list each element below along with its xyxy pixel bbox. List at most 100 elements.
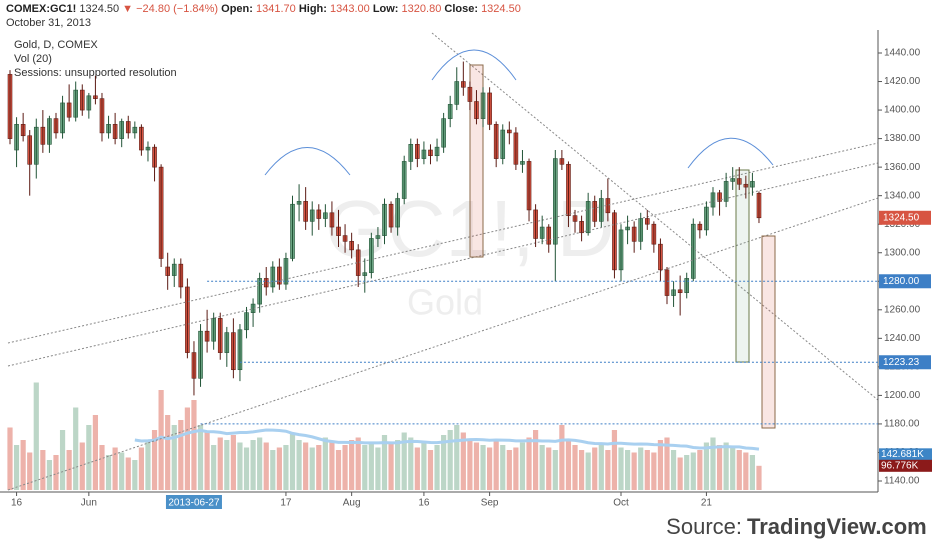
volume-bar <box>749 455 756 490</box>
price-label: 1324.50 <box>883 212 920 223</box>
volume-bar <box>526 437 532 490</box>
x-tick-label: 16 <box>11 498 23 509</box>
header: COMEX:GC1! 1324.50 ▼ −24.80 (−1.84%) Ope… <box>6 2 521 30</box>
volume-bar <box>644 450 650 490</box>
x-tick-label: Jun <box>81 498 97 509</box>
volume-bar <box>533 430 539 490</box>
y-tick-label: 1140.00 <box>884 476 920 487</box>
volume-bar <box>276 447 282 490</box>
volume-bar <box>158 390 164 490</box>
volume-bar <box>73 407 79 490</box>
volume-bar <box>165 415 171 490</box>
volume-bar <box>27 452 33 490</box>
y-tick-label: 1440.00 <box>884 48 921 59</box>
volume-bar <box>322 437 328 490</box>
volume-bar <box>119 452 125 490</box>
volume-bar <box>434 445 440 490</box>
volume-bar <box>99 445 105 490</box>
volume-bar <box>184 407 190 490</box>
volume-bar <box>362 445 368 490</box>
trend-line <box>431 32 878 401</box>
volume-bar <box>697 450 703 490</box>
volume-bar <box>79 442 85 490</box>
volume-bar <box>611 430 618 490</box>
volume-bar <box>217 437 223 490</box>
box <box>761 235 776 429</box>
y-tick-label: 1400.00 <box>884 105 921 116</box>
volume-bar <box>53 455 59 490</box>
volume-bar <box>59 430 66 490</box>
y-tick-label: 1260.00 <box>884 304 921 315</box>
y-tick-label: 1180.00 <box>884 419 920 430</box>
h-line-box <box>879 274 931 289</box>
volume-bar <box>355 437 361 490</box>
volume-bar <box>578 450 585 490</box>
volume-bar <box>237 442 243 490</box>
volume-bar <box>112 447 118 490</box>
x-tick-label: 17 <box>280 498 292 509</box>
volume-bar <box>230 435 236 490</box>
volume-bar <box>33 382 39 490</box>
volume-bar <box>519 442 526 490</box>
y-tick-label: 1360.00 <box>884 162 921 173</box>
x-tick-label: Oct <box>613 498 629 509</box>
field-value: 1341.70 <box>255 3 296 15</box>
volume-bar <box>480 445 486 490</box>
volume-bar <box>513 447 519 490</box>
volume-bar <box>20 440 26 490</box>
volume-bar <box>316 445 322 490</box>
volume-bar <box>552 450 558 490</box>
volume-bar <box>500 445 506 490</box>
volume-bar <box>670 450 677 490</box>
volume-bar <box>349 440 355 490</box>
volume-bar <box>46 460 53 490</box>
last-price: 1324.50 <box>79 3 120 15</box>
volume-bar <box>151 430 158 490</box>
volume-bar <box>250 440 256 490</box>
volume-bar <box>559 425 565 490</box>
field-name: Low: <box>372 3 399 15</box>
volume-bar <box>546 447 552 490</box>
volume-bar <box>329 442 335 490</box>
volume-bar <box>381 435 388 490</box>
volume-label: 142.681K <box>881 449 924 460</box>
h-line-box <box>879 355 931 370</box>
y-tick-label: 1200.00 <box>884 390 921 401</box>
field-name: Close: <box>444 3 478 15</box>
volume-bar <box>270 450 276 490</box>
change: −24.80 (−1.84%) <box>136 3 219 15</box>
volume-bar <box>592 447 598 490</box>
volume-bar <box>7 427 13 490</box>
cursor-date: 2013-06-27 <box>168 498 220 509</box>
field-value: 1320.80 <box>401 3 442 15</box>
volume-bar <box>414 447 420 490</box>
volume-bar <box>506 450 512 490</box>
volume-bar <box>677 457 683 490</box>
volume-bar <box>723 442 729 490</box>
volume-bar <box>710 437 716 490</box>
volume-bar <box>178 420 184 490</box>
volume-label: 96.776K <box>881 460 919 471</box>
volume-bar <box>631 452 637 490</box>
volume-box <box>879 448 932 461</box>
volume-bar <box>467 440 473 490</box>
arc <box>687 137 774 169</box>
cursor-date-box <box>165 495 222 509</box>
watermark-sub: Gold <box>407 282 483 323</box>
session-note: Sessions: unsupported resolution <box>14 67 177 79</box>
volume-bar <box>92 415 99 490</box>
volume-bar <box>703 442 710 490</box>
volume-bar <box>191 400 197 490</box>
volume-bar <box>309 447 315 490</box>
volume-bar <box>211 445 217 490</box>
volume-bar <box>335 450 342 490</box>
trend-line <box>7 142 878 344</box>
field-name: Open: <box>221 3 253 15</box>
volume-bar <box>263 442 269 490</box>
volume-bar <box>493 440 499 490</box>
volume-bar <box>427 450 434 490</box>
volume-bar <box>303 442 309 490</box>
volume-bar <box>375 447 381 490</box>
